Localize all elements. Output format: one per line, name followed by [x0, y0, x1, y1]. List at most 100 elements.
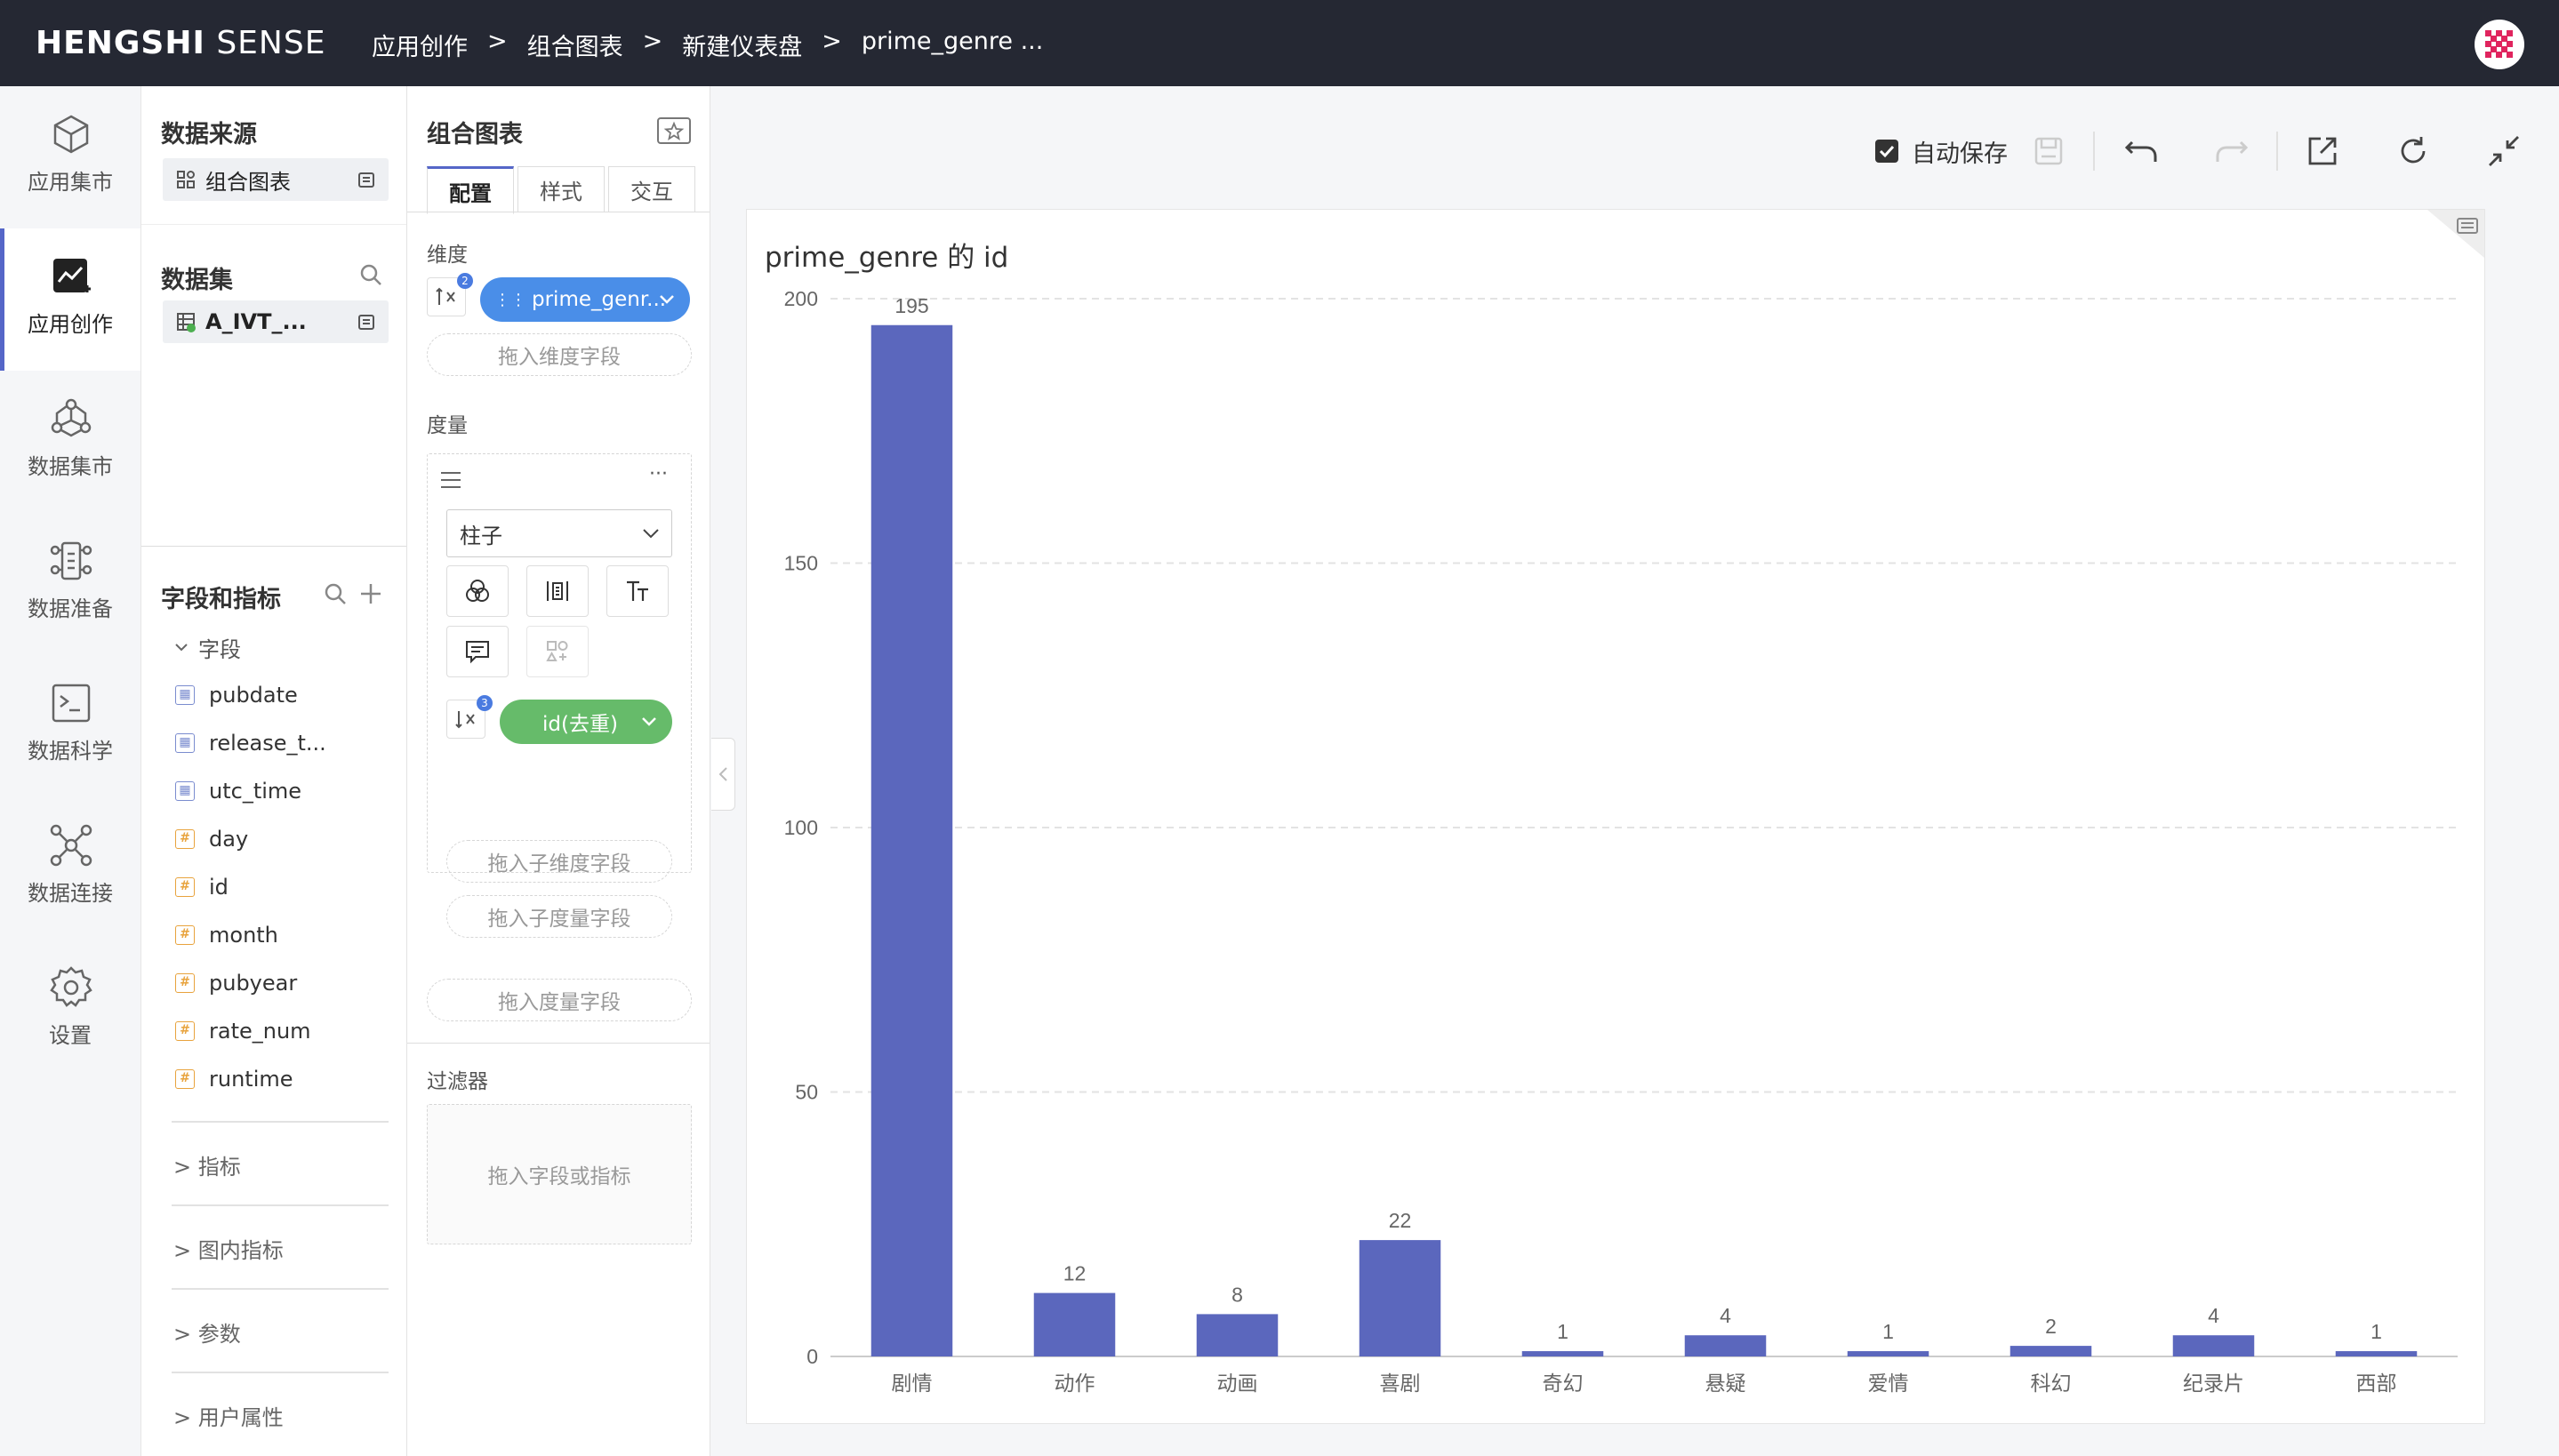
card-menu-icon[interactable]: [2427, 210, 2484, 258]
autosave-toggle[interactable]: 自动保存: [1874, 132, 2008, 171]
data-prep-icon: [50, 541, 92, 580]
fields-group-toggle[interactable]: 字段: [173, 629, 241, 665]
field-item[interactable]: # id: [175, 869, 229, 905]
nav-item-data-prep[interactable]: 数据准备: [0, 513, 140, 655]
nav-item-data-connection[interactable]: 数据连接: [0, 797, 140, 940]
search-icon[interactable]: [358, 262, 383, 287]
field-name: pubyear: [209, 971, 298, 996]
label-button[interactable]: [606, 565, 669, 617]
chart-type-select[interactable]: 柱子: [446, 509, 672, 557]
nav-item-data-science[interactable]: 数据科学: [0, 655, 140, 797]
field-item[interactable]: # month: [175, 917, 278, 953]
chevron-right-icon: >: [173, 1155, 198, 1180]
breadcrumb-item[interactable]: 组合图表: [526, 34, 623, 61]
brand-logo[interactable]: HENGSHI SENSE: [36, 25, 325, 61]
add-icon[interactable]: [358, 581, 383, 606]
chevron-left-icon: [718, 767, 727, 781]
bar: [2335, 1351, 2418, 1356]
breadcrumb-item[interactable]: 应用创作: [372, 34, 468, 61]
chevron-right-icon: >: [173, 1405, 198, 1430]
field-item[interactable]: ▦ pubdate: [175, 677, 298, 713]
field-item[interactable]: # pubyear: [175, 965, 297, 1001]
tab-style[interactable]: 样式: [517, 166, 605, 212]
field-name: month: [209, 923, 278, 948]
sub-measure-dropzone[interactable]: 拖入子度量字段: [446, 895, 672, 938]
bar: [870, 324, 953, 1356]
menu-icon[interactable]: [439, 470, 462, 490]
x-tick-label: 喜剧: [1380, 1372, 1421, 1396]
tab-config[interactable]: 配置: [427, 166, 514, 214]
shapes-icon: [546, 641, 568, 661]
nav-item-settings[interactable]: 设置: [0, 940, 140, 1082]
edit-icon[interactable]: [357, 312, 376, 332]
nav-label: 应用创作: [28, 312, 113, 337]
redo-icon[interactable]: [2212, 132, 2251, 171]
divider: [407, 1043, 710, 1044]
measure-dropzone[interactable]: 拖入度量字段: [427, 979, 692, 1021]
grid-icon: [177, 171, 195, 188]
search-icon[interactable]: [323, 581, 348, 606]
share-icon[interactable]: [2303, 132, 2342, 171]
measure-label: 度量: [427, 414, 468, 437]
field-item[interactable]: # day: [175, 821, 248, 857]
data-label: 2: [2045, 1315, 2057, 1338]
filter-dropzone[interactable]: 拖入字段或指标: [427, 1104, 692, 1244]
shape-button[interactable]: [526, 626, 589, 677]
nav-label: 应用集市: [28, 170, 113, 195]
edit-icon[interactable]: [357, 170, 376, 189]
sort-icon: [455, 711, 475, 729]
nav-label: 数据集市: [28, 454, 113, 479]
date-field-icon: ▦: [175, 733, 195, 753]
more-icon[interactable]: ···: [649, 463, 668, 485]
x-tick-label: 奇幻: [1543, 1372, 1584, 1396]
sort-icon: [436, 287, 455, 305]
group-toggle[interactable]: > 用户属性: [173, 1400, 284, 1431]
chevron-down-icon: [175, 644, 188, 652]
data-label: 8: [1231, 1283, 1243, 1306]
dimension-badge: 2: [457, 273, 473, 289]
divider: [141, 224, 406, 225]
hexagon-network-icon: [51, 398, 92, 437]
datasource-chip[interactable]: 组合图表: [163, 158, 389, 201]
refresh-icon[interactable]: [2394, 132, 2433, 171]
chart-card[interactable]: prime_genre 的 id 0 50 100 150 200 195 剧情 12 动作 8 动…: [746, 209, 2485, 1424]
collapse-fullscreen-icon[interactable]: [2484, 132, 2523, 171]
avatar[interactable]: [2475, 20, 2524, 69]
field-item[interactable]: # runtime: [175, 1061, 293, 1097]
nav-item-data-market[interactable]: 数据集市: [0, 371, 140, 513]
color-button[interactable]: [446, 565, 509, 617]
group-toggle[interactable]: > 指标: [173, 1149, 241, 1180]
field-item[interactable]: # rate_num: [175, 1013, 311, 1049]
undo-icon[interactable]: [2122, 132, 2161, 171]
nav-item-app-create[interactable]: 应用创作: [0, 228, 140, 371]
favorite-icon[interactable]: [656, 116, 692, 145]
divider: [172, 1204, 389, 1206]
data-label: 12: [1063, 1262, 1087, 1285]
dimension-dropzone[interactable]: 拖入维度字段: [427, 333, 692, 376]
data-label: 1: [1557, 1320, 1568, 1343]
tooltip-button[interactable]: [446, 626, 509, 677]
tab-interaction[interactable]: 交互: [608, 166, 695, 212]
field-item[interactable]: ▦ utc_time: [175, 773, 301, 809]
panel-collapse-handle[interactable]: [711, 738, 735, 811]
field-name: utc_time: [209, 779, 302, 804]
nav-item-app-market[interactable]: 应用集市: [0, 86, 140, 228]
top-bar: HENGSHI SENSE 应用创作 > 组合图表 > 新建仪表盘 > prim…: [0, 0, 2559, 86]
dimension-sort-button[interactable]: [427, 277, 466, 316]
field-item[interactable]: ▦ release_t...: [175, 725, 326, 761]
dimension-pill[interactable]: ⋮⋮ prime_genr...: [480, 277, 690, 322]
breadcrumb-item[interactable]: 新建仪表盘: [682, 34, 803, 61]
save-icon[interactable]: [2029, 132, 2068, 171]
group-toggle[interactable]: > 图内指标: [173, 1233, 284, 1264]
sub-dimension-dropzone[interactable]: 拖入子维度字段: [446, 840, 672, 883]
x-tick-label: 科幻: [2031, 1372, 2072, 1396]
dataset-chip[interactable]: A_IVT_...: [163, 300, 389, 343]
chart-type-value: 柱子: [460, 523, 502, 548]
fields-title: 字段和指标: [161, 586, 281, 613]
group-toggle[interactable]: > 参数: [173, 1316, 241, 1348]
dataset-chip-label: A_IVT_...: [205, 309, 307, 334]
color-circles-icon: [466, 580, 489, 602]
measure-pill[interactable]: id(去重): [500, 700, 672, 744]
size-button[interactable]: [526, 565, 589, 617]
checkbox-checked-icon[interactable]: [1874, 139, 1899, 164]
